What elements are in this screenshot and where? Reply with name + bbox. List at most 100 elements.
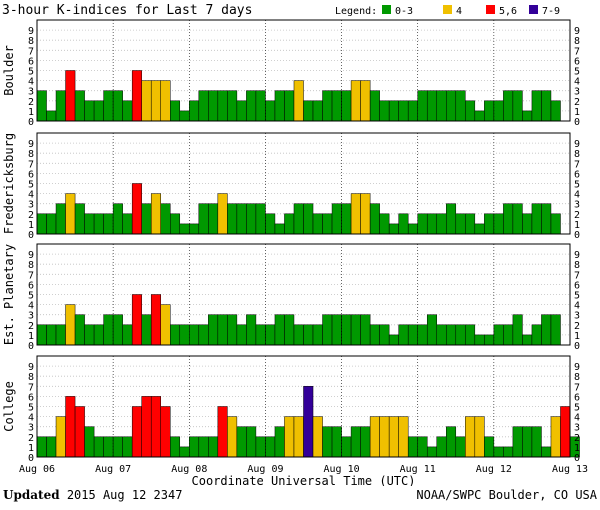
- k-bar: [426, 446, 438, 458]
- k-bar: [407, 223, 418, 235]
- y-tick-label-right: 9: [574, 362, 580, 373]
- k-bar: [503, 90, 514, 122]
- k-bar: [160, 203, 171, 235]
- k-bar: [350, 426, 361, 458]
- y-tick-label: 6: [28, 56, 34, 67]
- k-bar: [74, 406, 85, 458]
- y-tick-label-right: 8: [574, 372, 580, 383]
- k-bar: [550, 314, 561, 346]
- k-bar: [369, 90, 380, 122]
- k-bar: [84, 426, 95, 458]
- k-bar: [179, 110, 190, 122]
- k-bar: [388, 416, 399, 458]
- k-bar: [312, 100, 323, 122]
- legend-swatch: [486, 5, 495, 14]
- k-bar: [522, 110, 533, 122]
- k-bar: [379, 213, 390, 235]
- k-bar: [93, 324, 104, 346]
- k-bar: [198, 203, 209, 235]
- k-bar: [208, 314, 219, 346]
- k-bar: [455, 436, 466, 458]
- k-bar: [246, 314, 257, 346]
- y-tick-label: 6: [28, 169, 34, 180]
- legend-swatch: [529, 5, 538, 14]
- k-bar: [84, 213, 95, 235]
- k-bar: [312, 416, 323, 458]
- k-bar: [160, 406, 171, 458]
- k-bar: [474, 110, 485, 122]
- k-bar: [36, 324, 47, 346]
- x-tick-label: Aug 06: [19, 464, 55, 475]
- y-tick-label-right: 1: [574, 443, 580, 454]
- y-tick-label-right: 4: [574, 413, 580, 424]
- k-bar: [55, 203, 66, 235]
- k-bar: [522, 426, 533, 458]
- y-tick-label: 4: [28, 301, 34, 312]
- y-tick-label: 2: [28, 433, 34, 444]
- k-bar: [303, 324, 314, 346]
- y-tick-label: 9: [28, 250, 34, 261]
- y-tick-label-right: 6: [574, 280, 580, 291]
- k-bar: [531, 203, 542, 235]
- k-bar: [170, 324, 181, 346]
- k-bar: [84, 100, 95, 122]
- k-bar: [131, 70, 142, 122]
- k-bar: [179, 446, 190, 458]
- k-bar: [474, 334, 485, 346]
- y-tick-label-right: 7: [574, 270, 580, 281]
- x-tick-label: Aug 08: [171, 464, 207, 475]
- k-bar: [46, 436, 57, 458]
- k-bar: [360, 426, 371, 458]
- k-bar: [436, 324, 447, 346]
- k-bar: [493, 324, 504, 346]
- k-bar: [303, 100, 314, 122]
- y-tick-label: 1: [28, 443, 34, 454]
- k-bar: [55, 416, 66, 458]
- y-tick-label-right: 0: [574, 341, 580, 352]
- k-bar: [398, 324, 409, 346]
- k-bar: [150, 294, 161, 346]
- k-bar: [293, 80, 304, 122]
- k-bar: [293, 416, 304, 458]
- y-tick-label: 0: [28, 341, 34, 352]
- x-tick-label: Aug 11: [400, 464, 436, 475]
- y-tick-label: 3: [28, 311, 34, 322]
- k-bar: [150, 80, 161, 122]
- k-bar: [36, 90, 47, 122]
- station-label: Fredericksburg: [2, 133, 16, 234]
- k-bar: [474, 223, 485, 235]
- y-tick-label: 5: [28, 403, 34, 414]
- updated-stamp: Updated 2015 Aug 12 2347: [3, 488, 182, 502]
- k-bar: [360, 193, 371, 235]
- y-tick-label: 0: [28, 230, 34, 241]
- y-tick-label-right: 9: [574, 26, 580, 37]
- y-tick-label: 2: [28, 210, 34, 221]
- k-bar: [455, 324, 466, 346]
- y-tick-label-right: 1: [574, 331, 580, 342]
- k-bar: [446, 324, 457, 346]
- k-bar: [160, 304, 171, 346]
- k-bar: [531, 324, 542, 346]
- k-bar: [303, 386, 314, 458]
- k-bar: [379, 416, 390, 458]
- k-bar: [331, 314, 342, 346]
- y-tick-label: 8: [28, 36, 34, 47]
- k-bar: [112, 314, 123, 346]
- k-bar: [446, 203, 457, 235]
- k-bar: [217, 193, 228, 235]
- y-tick-label: 9: [28, 139, 34, 150]
- k-bar: [484, 213, 495, 235]
- k-bar: [236, 100, 247, 122]
- y-tick-label-right: 2: [574, 433, 580, 444]
- k-bar: [331, 203, 342, 235]
- y-tick-label-right: 4: [574, 77, 580, 88]
- y-tick-label: 5: [28, 291, 34, 302]
- k-bar: [350, 314, 361, 346]
- y-tick-label-right: 4: [574, 190, 580, 201]
- k-bar: [189, 324, 200, 346]
- k-bar: [93, 436, 104, 458]
- k-bar: [274, 314, 285, 346]
- legend-swatch: [382, 5, 391, 14]
- y-tick-label: 2: [28, 97, 34, 108]
- k-bar: [455, 90, 466, 122]
